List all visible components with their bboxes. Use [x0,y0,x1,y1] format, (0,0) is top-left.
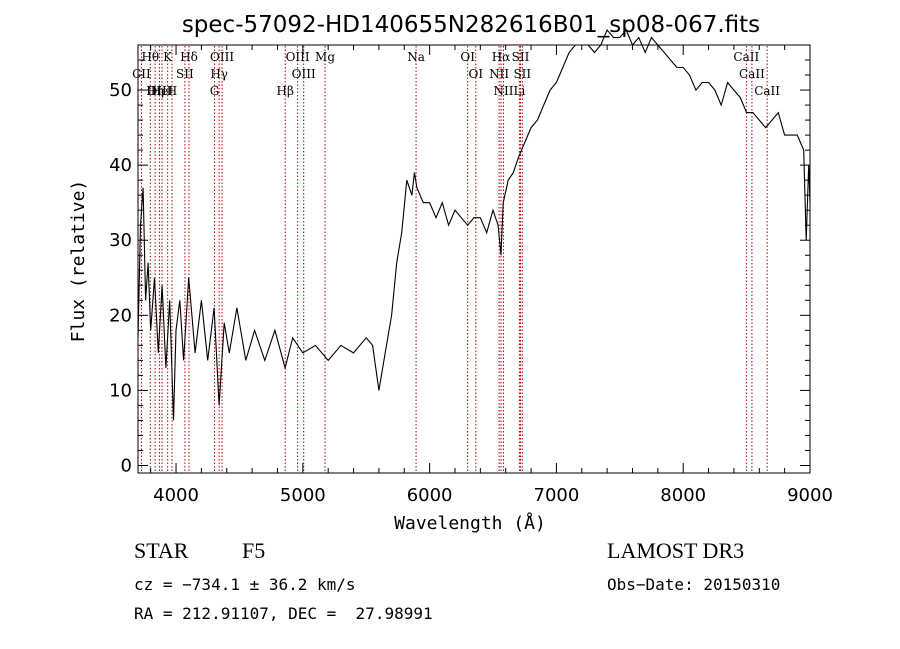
x-tick-label: 7000 [534,485,580,506]
line-label: Hγ [210,67,228,81]
line-label: SII [176,67,194,81]
x-tick-label: 5000 [280,485,326,506]
y-tick-label: 10 [109,380,132,401]
y-tick-label: 30 [109,230,132,251]
line-label: OIII [286,50,310,64]
line-label: NII [494,84,514,98]
y-axis-ticks: 0 10 20 30 40 50 [109,59,810,476]
coordinates: RA = 212.91107, DEC = 27.98991 [134,604,433,623]
line-label: CII [132,67,151,81]
y-tick-label: 50 [109,80,132,101]
line-label: Li [513,84,525,98]
line-label: HeI [151,84,174,98]
line-label: H [167,84,177,98]
line-label: OI [468,67,483,81]
y-tick-label: 20 [109,305,132,326]
plot-frame [137,44,811,474]
y-tick-label: 40 [109,155,132,176]
line-label: G [210,84,220,98]
line-label: K [163,50,173,64]
redshift-velocity: cz = −734.1 ± 36.2 km/s [134,575,356,594]
line-label: Hα [492,50,511,64]
x-axis-ticks: 4000 5000 6000 7000 8000 9000 [150,45,833,506]
x-tick-label: 9000 [787,485,833,506]
x-tick-label: 8000 [660,485,706,506]
line-label: OIII [147,84,171,98]
line-label: NII [489,67,509,81]
object-class: STAR [134,538,189,563]
line-label: OI [460,50,475,64]
line-label: Hβ [277,84,294,98]
emission-line-markers [140,46,768,473]
line-label: Hδ [180,50,198,64]
line-label: SII [513,67,531,81]
line-label: Na [407,50,425,64]
line-label: CaII [739,67,765,81]
line-label: Hη [146,84,164,98]
y-tick-label: 0 [121,455,132,476]
line-label: OIII [292,67,316,81]
line-label: Hθ [141,50,159,64]
line-label: OIII [210,50,234,64]
line-label: CaII [754,84,780,98]
x-tick-label: 6000 [407,485,453,506]
survey-name: LAMOST DR3 [607,538,745,563]
line-label: CaII [733,50,759,64]
chart-title: spec-57092-HD140655N282616B01_sp08-067.f… [182,12,760,38]
x-tick-label: 4000 [153,485,199,506]
spectrum-line [137,28,811,421]
line-label: Mg [315,50,335,64]
observation-date: Obs−Date: 20150310 [607,575,781,594]
y-axis-label: Flux (relative) [68,180,89,343]
object-subclass: F5 [242,538,266,563]
line-label: SII [512,50,530,64]
x-axis-label: Wavelength (Å) [394,512,546,534]
